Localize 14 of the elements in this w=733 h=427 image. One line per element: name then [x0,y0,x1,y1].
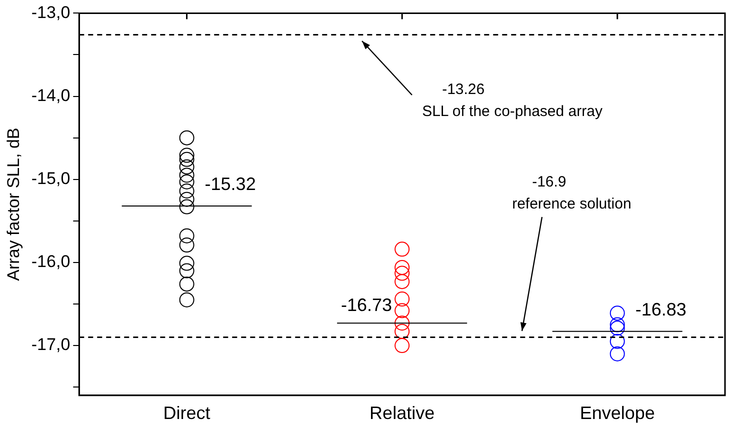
annotation: -16.83 [635,299,686,320]
y-axis-title: Array factor SLL, dB [4,128,23,281]
y-tick-label: -14,0 [31,86,70,105]
x-tick-label: Envelope [580,403,655,424]
ref-line-label: -13.26 SLL of the co-phased array [422,80,603,120]
x-tick-label: Relative [370,403,435,424]
annotation: -16.73 [341,295,392,316]
y-tick-label: -16,0 [31,252,70,272]
y-tick-label: -15,0 [31,169,70,188]
y-tick-label: -13,0 [31,2,70,22]
x-tick-label: Direct [163,403,210,424]
annotation: -15.32 [204,174,256,194]
ref-line-label: -16.9 reference solution [512,173,632,212]
y-tick-label: -17,0 [31,335,70,354]
